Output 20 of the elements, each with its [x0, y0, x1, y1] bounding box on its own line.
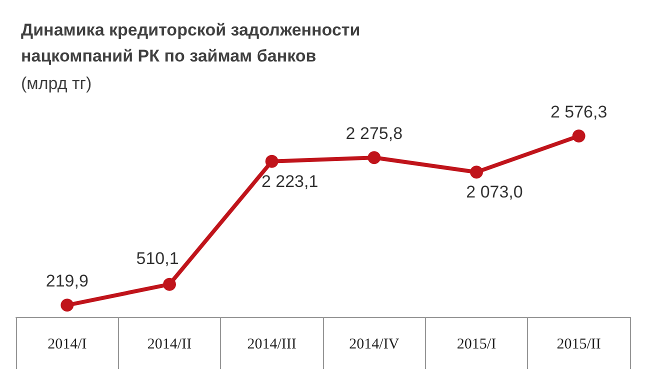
- x-tick-label: 2014/II: [147, 336, 192, 352]
- point: [368, 151, 381, 164]
- x-tick-label: 2015/II: [556, 336, 601, 352]
- x-tick-label: 2015/I: [456, 336, 496, 352]
- x-tick-label: 2014/I: [48, 336, 87, 352]
- x-tick-label: 2014/III: [247, 336, 296, 352]
- point: [163, 278, 176, 291]
- data-label: 2 576,3: [550, 102, 608, 122]
- data-label: 2 223,1: [261, 172, 318, 191]
- chart-title: Динамика кредиторской задолженности нацкомпаний РК по займам банков: [21, 20, 360, 66]
- point: [60, 298, 74, 312]
- data-label: 510,1: [136, 248, 179, 268]
- point: [470, 166, 483, 179]
- x-tick-label: 2014/IV: [349, 336, 400, 352]
- data-label: 219,9: [46, 272, 88, 291]
- point: [572, 130, 586, 142]
- data-label: 2 275,8: [346, 124, 403, 144]
- point: [265, 154, 278, 168]
- data-label: 2 073,0: [466, 182, 523, 202]
- chart-subtitle: (млрд тг): [21, 74, 92, 93]
